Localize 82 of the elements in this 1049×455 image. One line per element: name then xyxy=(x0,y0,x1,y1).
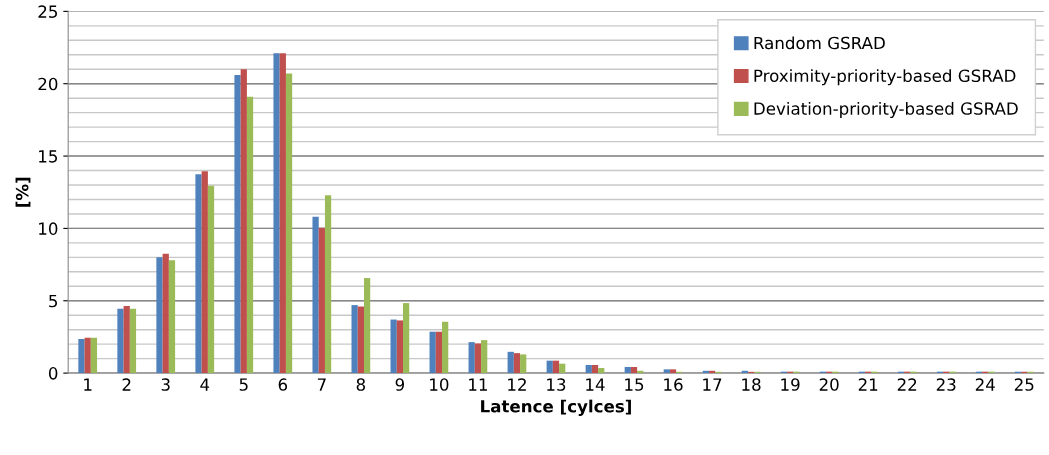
bar xyxy=(279,53,286,374)
x-tick-label: 13 xyxy=(547,378,566,391)
bar xyxy=(663,369,670,374)
x-tick-label: 22 xyxy=(897,378,917,391)
x-axis-title: Latence [cylces] xyxy=(481,399,631,416)
bar xyxy=(513,353,521,374)
y-tick-label: 5 xyxy=(49,294,58,308)
bar xyxy=(207,185,215,374)
x-tick-label: 8 xyxy=(356,378,366,391)
bar xyxy=(162,253,169,374)
x-tick-label: 24 xyxy=(975,378,995,391)
x-tick-label: 18 xyxy=(742,378,761,391)
x-tick-label: 10 xyxy=(430,378,449,391)
bar xyxy=(285,73,293,374)
bar xyxy=(357,306,364,374)
x-tick-label: 5 xyxy=(239,378,248,391)
bar xyxy=(78,339,85,374)
bar xyxy=(273,53,280,374)
x-tick-label: 20 xyxy=(819,378,839,391)
x-tick-label: 19 xyxy=(781,378,800,391)
x-tick-label: 4 xyxy=(200,378,210,391)
x-tick-label: 12 xyxy=(508,378,526,391)
x-tick-label: 9 xyxy=(395,378,405,391)
x-tick-label: 7 xyxy=(317,378,326,391)
y-tick-label: 10 xyxy=(39,222,58,235)
bar xyxy=(123,306,130,374)
x-tick-label: 14 xyxy=(586,378,605,391)
bar xyxy=(396,320,403,374)
bar xyxy=(552,360,560,374)
x-tick-label: 25 xyxy=(1014,378,1034,391)
bar xyxy=(429,331,436,374)
bar xyxy=(201,171,208,374)
bar xyxy=(324,195,332,374)
bar xyxy=(129,308,137,374)
bar xyxy=(507,351,514,374)
bar xyxy=(195,174,202,374)
bar xyxy=(318,227,325,374)
bar xyxy=(630,367,638,374)
bar xyxy=(156,257,163,374)
bar xyxy=(546,360,553,374)
y-axis-title: [%] xyxy=(15,177,31,207)
x-tick-label: 1 xyxy=(84,378,92,391)
bar xyxy=(403,303,410,374)
bar xyxy=(117,308,124,374)
x-tick-label: 3 xyxy=(161,378,170,391)
y-tick-label: 15 xyxy=(39,150,58,163)
x-tick-label: 2 xyxy=(122,378,131,391)
x-tick-label: 17 xyxy=(703,378,722,391)
legend-label: Deviation-priority-based GSRAD xyxy=(754,101,1018,119)
bar xyxy=(246,96,254,374)
bar xyxy=(84,337,91,374)
x-tick-label: 11 xyxy=(469,378,487,391)
y-tick-label: 0 xyxy=(48,367,58,380)
bar xyxy=(474,343,482,374)
bar xyxy=(435,331,443,374)
bar xyxy=(390,319,397,374)
bar xyxy=(559,363,566,374)
y-tick-label: 25 xyxy=(38,5,58,18)
bar xyxy=(90,337,98,374)
bar xyxy=(520,354,527,374)
bar xyxy=(624,367,631,374)
x-tick-label: 15 xyxy=(625,378,644,391)
bar xyxy=(585,365,592,374)
x-tick-label: 23 xyxy=(936,378,956,391)
bar xyxy=(591,365,599,374)
bar xyxy=(468,342,475,374)
x-tick-label: 16 xyxy=(664,378,683,391)
legend-label: Random GSRAD xyxy=(754,36,885,50)
bar xyxy=(669,369,677,374)
legend-label: Proximity-priority-based GSRAD xyxy=(754,69,1016,86)
y-tick-label: 20 xyxy=(38,77,58,91)
bar xyxy=(351,305,358,374)
bar xyxy=(240,69,247,374)
x-tick-label: 6 xyxy=(278,378,288,391)
bar xyxy=(312,216,319,374)
bar xyxy=(442,321,449,374)
bar xyxy=(598,368,605,374)
bar xyxy=(363,278,371,374)
bar xyxy=(234,75,241,374)
x-tick-label: 21 xyxy=(858,378,878,391)
bar xyxy=(168,260,176,374)
bar xyxy=(481,340,488,374)
